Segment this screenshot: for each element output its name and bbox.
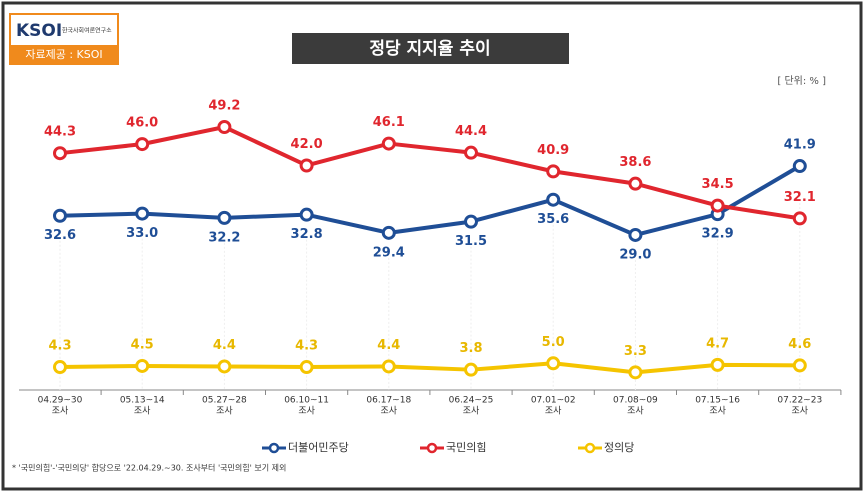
value-label: 4.3 <box>295 339 318 354</box>
value-label: 32.9 <box>702 227 734 242</box>
x-tick-label: 조사 <box>381 406 398 417</box>
value-label: 41.9 <box>784 138 816 153</box>
value-label: 29.0 <box>619 247 651 262</box>
point <box>381 225 396 240</box>
value-label: 46.0 <box>126 116 158 131</box>
point <box>135 358 150 373</box>
point <box>135 137 150 152</box>
source-box <box>11 45 117 63</box>
legend-label: 정의당 <box>604 441 634 454</box>
point <box>546 192 561 207</box>
x-tick-label: 05.13~14 <box>120 396 165 406</box>
point <box>53 360 67 375</box>
x-tick-label: 조사 <box>463 406 480 417</box>
value-label: 4.7 <box>706 336 729 351</box>
x-tick-label: 조사 <box>298 406 315 417</box>
value-label: 32.8 <box>291 227 323 242</box>
x-tick-label: 조사 <box>627 406 644 417</box>
point <box>299 207 314 222</box>
point <box>217 359 232 374</box>
value-label: 34.5 <box>702 177 734 192</box>
value-label: 3.3 <box>624 344 647 359</box>
point <box>546 356 561 371</box>
point <box>546 164 561 179</box>
point <box>628 176 643 191</box>
value-label: 49.2 <box>208 99 240 114</box>
value-label: 5.0 <box>542 335 565 350</box>
x-tick-label: 조사 <box>545 406 562 417</box>
x-tick-label: 조사 <box>709 406 726 417</box>
point <box>217 210 232 225</box>
legend-label: 국민의힘 <box>446 441 486 454</box>
value-label: 35.6 <box>537 212 569 227</box>
point <box>792 211 807 226</box>
title-box <box>292 33 569 64</box>
series-line <box>59 361 800 375</box>
value-label: 3.8 <box>459 341 482 356</box>
point <box>135 206 150 221</box>
point <box>381 136 396 151</box>
point <box>710 357 725 372</box>
x-tick-label: 05.27~28 <box>202 396 247 406</box>
value-label: 44.4 <box>455 124 487 139</box>
legend-marker <box>426 442 438 454</box>
point <box>217 120 232 135</box>
point <box>464 145 478 160</box>
x-tick-label: 07.01~02 <box>531 396 576 406</box>
value-label: 31.5 <box>455 234 487 249</box>
point <box>792 159 807 174</box>
legend-marker <box>268 442 280 454</box>
value-label: 44.3 <box>44 125 76 140</box>
value-label: 42.0 <box>291 137 323 152</box>
value-label: 4.4 <box>377 338 400 353</box>
value-label: 32.6 <box>44 228 76 243</box>
unit: [ 단위: % ] <box>777 74 826 87</box>
point <box>628 365 643 380</box>
value-label: 29.4 <box>373 245 405 260</box>
series-line <box>59 164 801 237</box>
footnote: * '국민의힘'-'국민의당' 합당으로 '22.04.29.~30. 조사부터… <box>12 463 286 473</box>
value-label: 32.2 <box>208 230 240 245</box>
logo-text: KSOI <box>16 21 62 41</box>
x-tick-label: 06.24~25 <box>449 396 494 406</box>
legend-label: 더불어민주당 <box>288 441 349 454</box>
x-tick-label: 06.17~18 <box>366 396 411 406</box>
series-line <box>59 125 801 221</box>
point <box>464 362 478 377</box>
value-label: 4.6 <box>788 337 811 352</box>
point <box>628 227 643 242</box>
x-tick-label: 조사 <box>52 406 69 417</box>
x-tick-label: 조사 <box>792 406 809 417</box>
point <box>464 214 478 229</box>
source: 자료제공 : KSOI <box>25 48 102 61</box>
value-label: 4.3 <box>48 339 71 354</box>
point <box>381 359 396 374</box>
x-tick-label: 04.29~30 <box>38 396 83 406</box>
value-label: 38.6 <box>619 155 651 170</box>
value-label: 4.4 <box>213 338 236 353</box>
value-label: 40.9 <box>537 143 569 158</box>
x-tick-label: 07.15~16 <box>695 396 740 406</box>
value-label: 46.1 <box>373 115 405 130</box>
x-tick-label: 07.22~23 <box>777 396 822 406</box>
point <box>53 208 67 223</box>
x-tick-label: 조사 <box>134 406 151 417</box>
point <box>792 358 807 373</box>
value-label: 33.0 <box>126 226 158 241</box>
value-label: 32.1 <box>784 190 816 205</box>
point <box>710 198 725 213</box>
x-tick-label: 06.10~11 <box>284 396 329 406</box>
legend-marker <box>584 442 596 454</box>
point <box>299 158 314 173</box>
point <box>53 146 67 161</box>
chart-title: 정당 지지율 추이 <box>369 39 490 59</box>
point <box>299 360 314 375</box>
x-tick-label: 조사 <box>216 406 233 417</box>
x-tick-label: 07.08~09 <box>613 396 658 406</box>
logo-subtext: 한국사회여론연구소 <box>62 27 112 35</box>
value-label: 4.5 <box>131 337 154 352</box>
